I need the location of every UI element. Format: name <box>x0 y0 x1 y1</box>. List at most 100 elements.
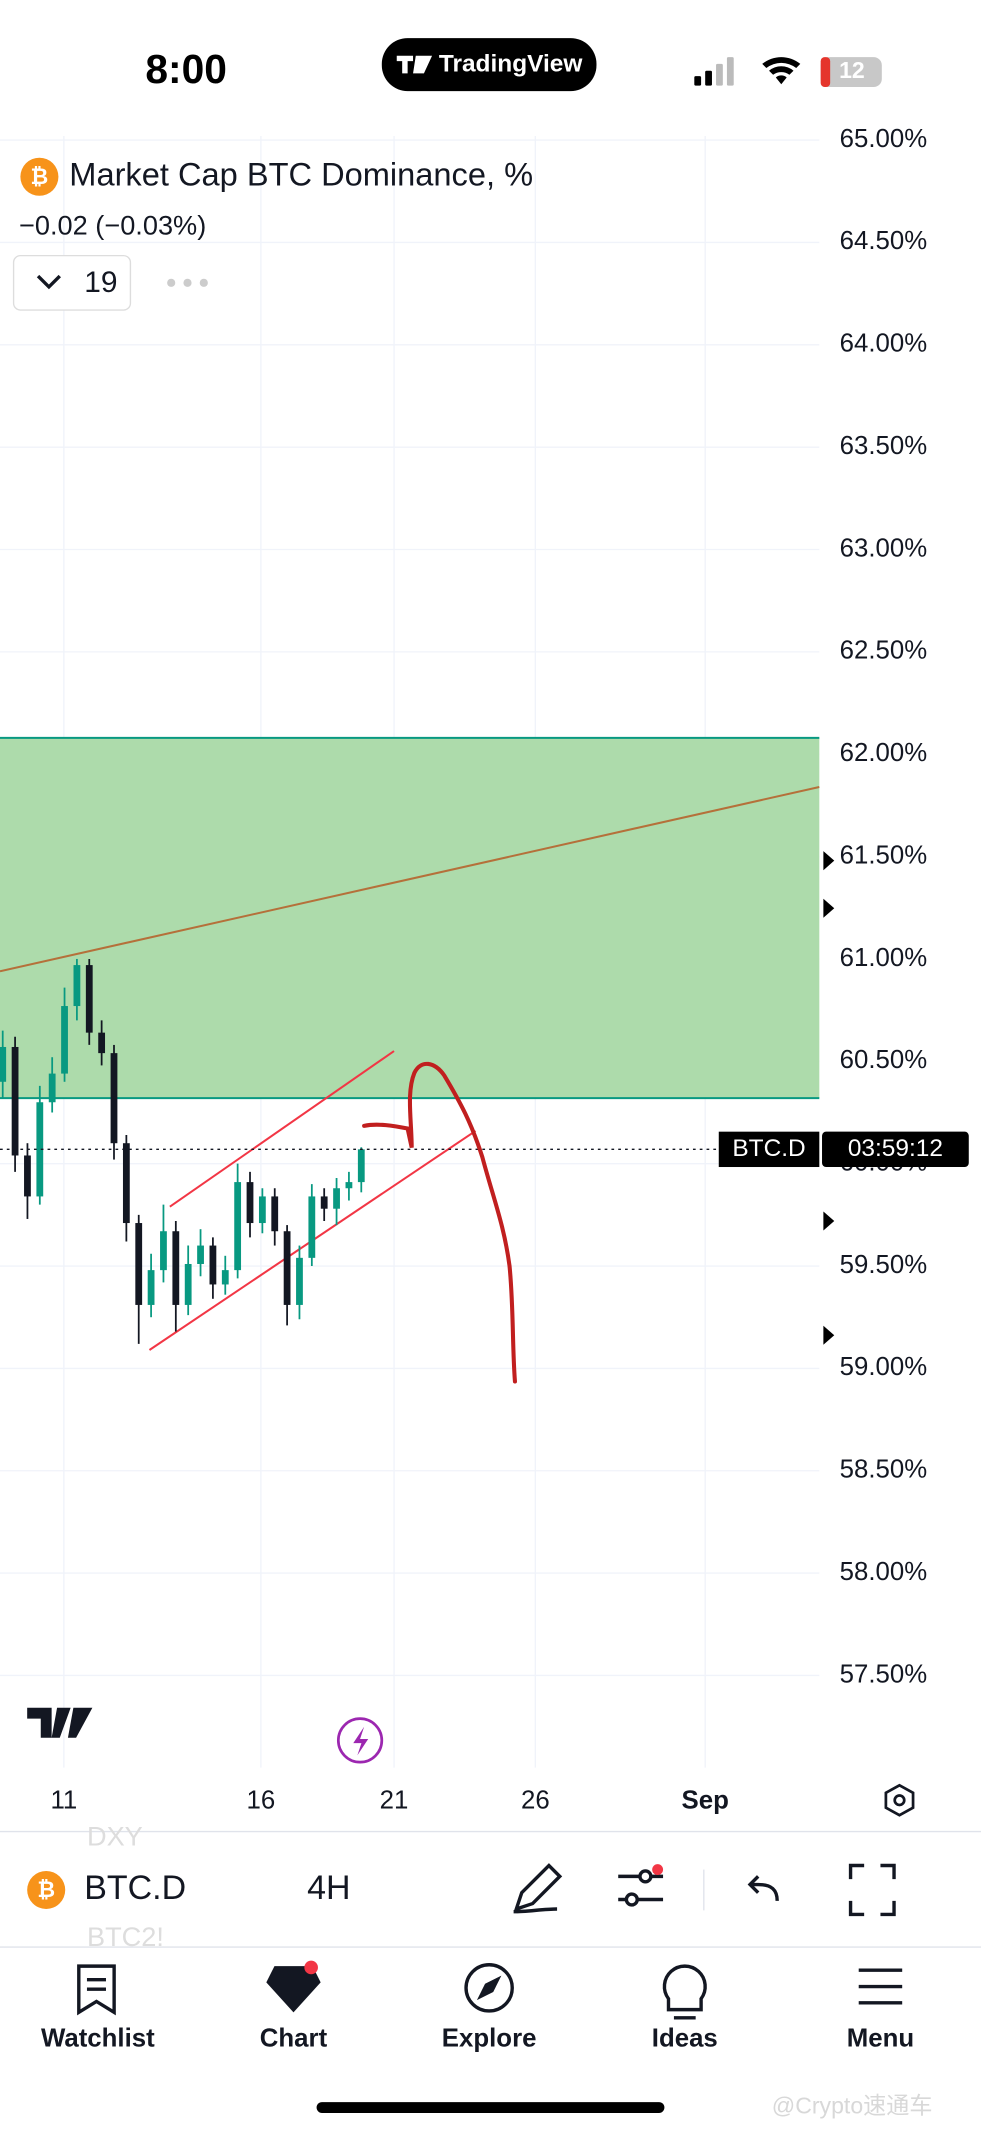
x-tick-label: 21 <box>380 1786 409 1814</box>
candle-body <box>110 1053 118 1144</box>
candle-body <box>61 1006 68 1074</box>
candle-body <box>11 1046 19 1156</box>
lightning-button[interactable] <box>336 1717 384 1764</box>
nav-label[interactable]: Explore <box>442 2024 537 2052</box>
candle-body <box>308 1196 316 1258</box>
compass <box>476 1975 502 2001</box>
y-tick-label: 60.50% <box>840 1046 928 1074</box>
candle-body <box>209 1245 217 1285</box>
home-indicator <box>316 2102 665 2113</box>
y-tick-label: 61.00% <box>840 944 928 972</box>
alert-marker <box>823 851 835 871</box>
nav-label[interactable]: Chart <box>260 2024 328 2052</box>
x-tick-label: 16 <box>247 1786 276 1814</box>
candle-body <box>73 965 81 1007</box>
menu-icon[interactable] <box>858 1968 903 2005</box>
countdown-text: 03:59:12 <box>848 1135 943 1162</box>
x-tick-label: Sep <box>682 1786 729 1814</box>
y-tick-label: 62.00% <box>840 739 928 767</box>
indicators-icon[interactable] <box>618 1869 664 1907</box>
indicator-count: 19 <box>84 266 117 299</box>
battery-text: 12 <box>839 57 865 83</box>
candle-body <box>296 1257 303 1305</box>
candle-body <box>36 1102 44 1197</box>
chart-icon[interactable] <box>266 1966 321 2013</box>
btc-icon <box>27 1870 66 1910</box>
watchlist-icon[interactable] <box>77 1964 116 2016</box>
badge <box>652 1864 664 1876</box>
undo-icon[interactable] <box>747 1875 779 1901</box>
candle-body <box>98 1032 106 1054</box>
y-tick-label: 64.00% <box>840 330 928 358</box>
y-tick-label: 63.00% <box>840 534 928 562</box>
ideas-icon[interactable] <box>662 1964 707 2020</box>
next-symbol: BTC2! <box>87 1921 164 1952</box>
candle-body <box>24 1155 31 1197</box>
candle-body <box>320 1196 328 1209</box>
countdown-tag <box>822 1131 969 1168</box>
btc-glyph: ₿ <box>31 164 49 189</box>
interval[interactable]: 4H <box>307 1869 350 1907</box>
alert-marker <box>823 1325 835 1345</box>
more-dots[interactable] <box>167 278 208 287</box>
tv-watermark <box>27 1707 93 1738</box>
candle-body <box>246 1182 254 1224</box>
watermark: @Crypto速通车 <box>772 2093 933 2119</box>
nav-label[interactable]: Watchlist <box>41 2024 155 2052</box>
tv-icon <box>396 55 433 74</box>
candle-body <box>221 1270 229 1285</box>
explore-icon[interactable] <box>464 1963 514 2013</box>
fullscreen-icon[interactable] <box>848 1863 896 1917</box>
y-tick-label: 58.50% <box>840 1456 928 1484</box>
signal <box>694 57 734 86</box>
badge <box>304 1960 318 1975</box>
candle-body <box>172 1231 180 1305</box>
trendline <box>0 785 820 973</box>
candle-body <box>283 1231 291 1305</box>
channel-line <box>169 1050 395 1208</box>
nav: Watchlist Chart Explore Ideas Menu <box>41 2024 914 2052</box>
nav-label[interactable]: Ideas <box>652 2024 718 2052</box>
prev-symbol: DXY <box>87 1820 143 1851</box>
y-tick-label: 62.50% <box>840 637 928 665</box>
y-tick-label: 58.00% <box>840 1558 928 1586</box>
battery <box>820 57 882 88</box>
y-tick-label: 57.50% <box>840 1660 928 1688</box>
alert-marker <box>823 898 835 918</box>
candle-body <box>357 1149 365 1183</box>
candle-body <box>135 1223 143 1305</box>
candle-body <box>345 1182 353 1189</box>
wifi <box>762 57 801 85</box>
app-pill <box>381 38 597 92</box>
x-tick-label: 26 <box>521 1786 550 1814</box>
candle-body <box>122 1143 130 1224</box>
candle-body <box>48 1073 56 1103</box>
alert-marker <box>823 1211 835 1231</box>
candle-body <box>234 1182 242 1271</box>
symbol[interactable]: BTC.D <box>84 1869 186 1907</box>
candle-body <box>258 1196 266 1224</box>
clock: 8:00 <box>145 46 227 92</box>
candle-body <box>160 1231 167 1271</box>
btc-icon <box>20 157 59 196</box>
settings-dot <box>893 1794 906 1807</box>
y-tick-label: 63.50% <box>840 432 928 460</box>
symbol-tag <box>718 1131 820 1168</box>
settings-icon[interactable] <box>884 1783 915 1817</box>
btc-glyph: ₿ <box>37 1877 55 1902</box>
change: −0.02 (−0.03%) <box>19 209 206 240</box>
zone <box>0 737 820 1099</box>
candle-body <box>147 1270 155 1305</box>
candle-body <box>85 965 93 1033</box>
indicator-toggle[interactable] <box>12 254 132 311</box>
y-tick-label: 65.00% <box>840 125 928 153</box>
candle-body <box>184 1263 192 1305</box>
candle-body <box>0 1046 7 1082</box>
nav-label[interactable]: Menu <box>847 2024 914 2052</box>
app-name: TradingView <box>439 51 584 78</box>
symbol-tag-text: BTC.D <box>732 1135 805 1162</box>
y-tick-label: 61.50% <box>840 841 928 869</box>
draw-icon[interactable] <box>513 1863 563 1914</box>
